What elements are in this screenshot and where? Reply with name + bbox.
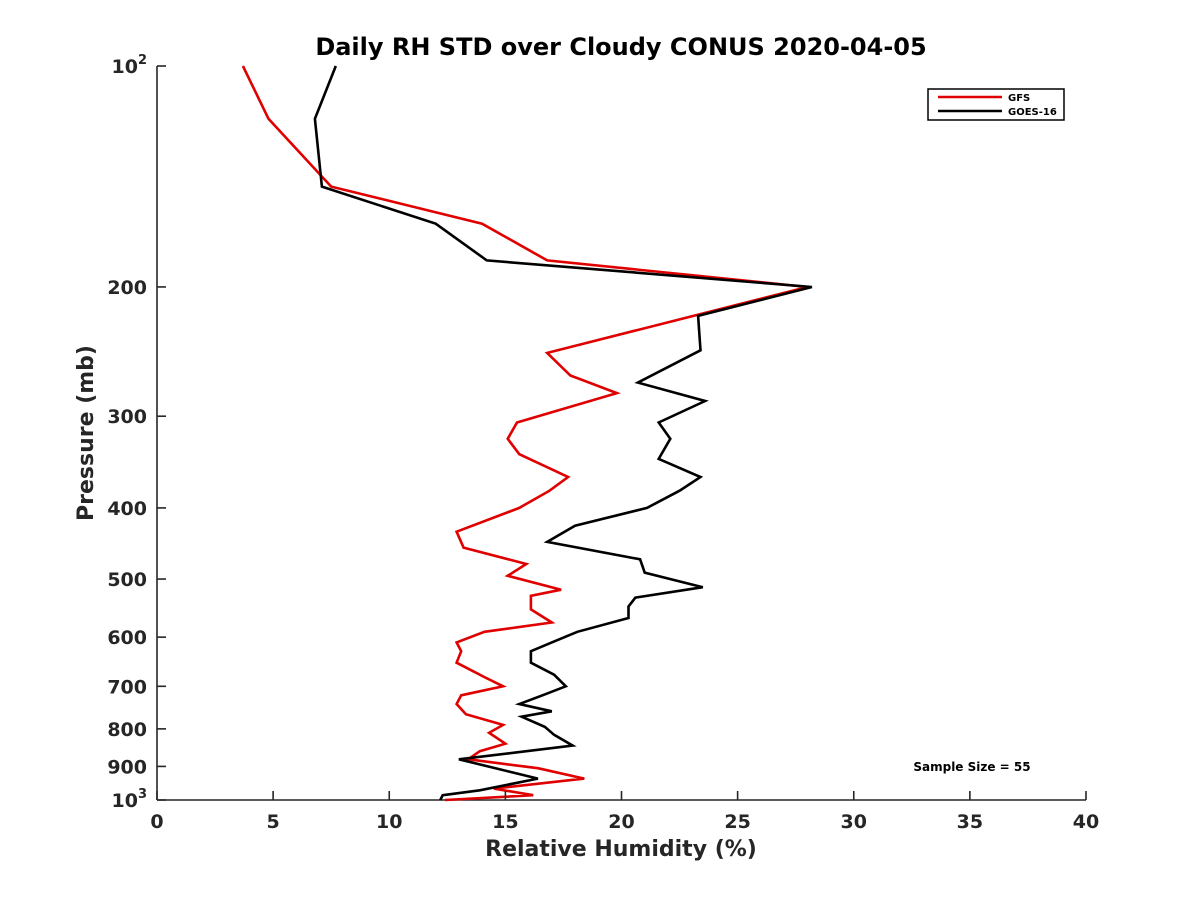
y-tick-label: 900 xyxy=(107,756,147,778)
x-tick-label: 35 xyxy=(957,811,983,833)
y-tick-label: 400 xyxy=(107,498,147,520)
x-axis-label: Relative Humidity (%) xyxy=(485,837,757,862)
y-axis-label: Pressure (mb) xyxy=(74,345,99,521)
series-layer xyxy=(241,65,813,802)
x-tick-label: 5 xyxy=(267,811,280,833)
x-tick-label: 40 xyxy=(1073,811,1099,833)
chart-title: Daily RH STD over Cloudy CONUS 2020-04-0… xyxy=(315,33,926,61)
x-tick-label: 25 xyxy=(724,811,750,833)
sample-size-annotation: Sample Size = 55 xyxy=(913,760,1030,774)
legend-label-goes-16: GOES-16 xyxy=(1008,107,1057,118)
y-tick-label: 300 xyxy=(107,406,147,428)
series-line-goes-16 xyxy=(313,65,813,801)
x-tick-label: 10 xyxy=(376,811,402,833)
y-tick-label: 800 xyxy=(107,719,147,741)
legend-box xyxy=(927,88,1065,121)
x-tick-label: 20 xyxy=(608,811,634,833)
x-ticks: 0 5 10 15 20 25 30 35 40 xyxy=(150,791,1099,833)
series-line-gfs xyxy=(241,65,808,802)
y-tick-label: 200 xyxy=(107,277,147,299)
legend-label-gfs: GFS xyxy=(1008,93,1030,104)
x-tick-label: 0 xyxy=(150,811,163,833)
y-tick-label: 700 xyxy=(107,676,147,698)
x-tick-label: 30 xyxy=(841,811,867,833)
legend: GFS GOES-16 xyxy=(927,88,1065,121)
x-tick-label: 15 xyxy=(492,811,518,833)
y-tick-label: 103 xyxy=(112,787,148,812)
y-tick-label: 102 xyxy=(112,53,148,78)
plot-area: 0 5 10 15 20 25 30 35 40 102 200 300 400 500 600 700 80… xyxy=(107,53,1099,833)
y-tick-label: 500 xyxy=(107,569,147,591)
y-ticks: 102 200 300 400 500 600 700 800 900 103 xyxy=(107,53,166,812)
y-tick-label: 600 xyxy=(107,627,147,649)
